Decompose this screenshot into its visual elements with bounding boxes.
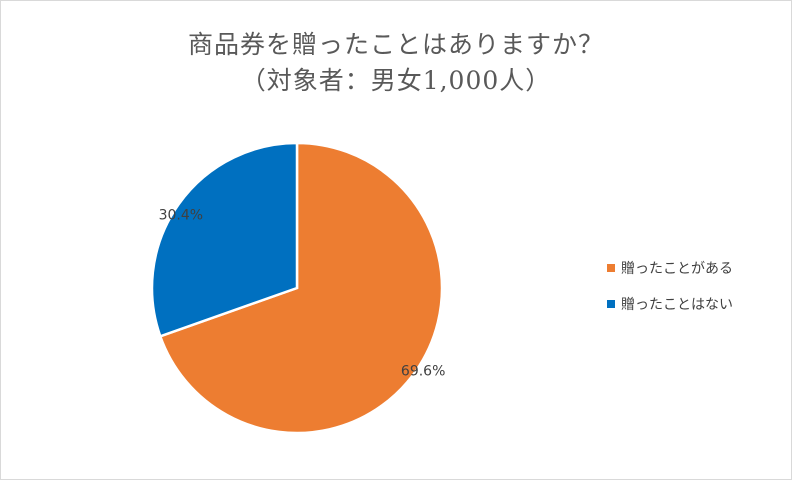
data-label-gift-given: 69.6%: [401, 363, 445, 379]
legend-item-gift-given: 贈ったことがある: [607, 258, 733, 278]
legend-swatch-never-given: [607, 300, 615, 308]
chart-subtitle: （対象者：男女1,000人）: [240, 66, 552, 95]
pie-slice-gift-given: [158, 141, 444, 435]
legend-label-gift-given: 贈ったことがある: [621, 261, 733, 277]
data-label-never-given: 30.4%: [159, 208, 203, 224]
legend: 贈ったことがある 贈ったことはない: [607, 258, 733, 330]
legend-swatch-gift-given: [607, 264, 615, 272]
legend-label-never-given: 贈ったことはない: [621, 297, 733, 313]
chart-title: 商品券を贈ったことはありますか？: [187, 30, 604, 59]
legend-item-never-given: 贈ったことはない: [607, 294, 733, 314]
pie-slice-never-given: [150, 141, 299, 338]
